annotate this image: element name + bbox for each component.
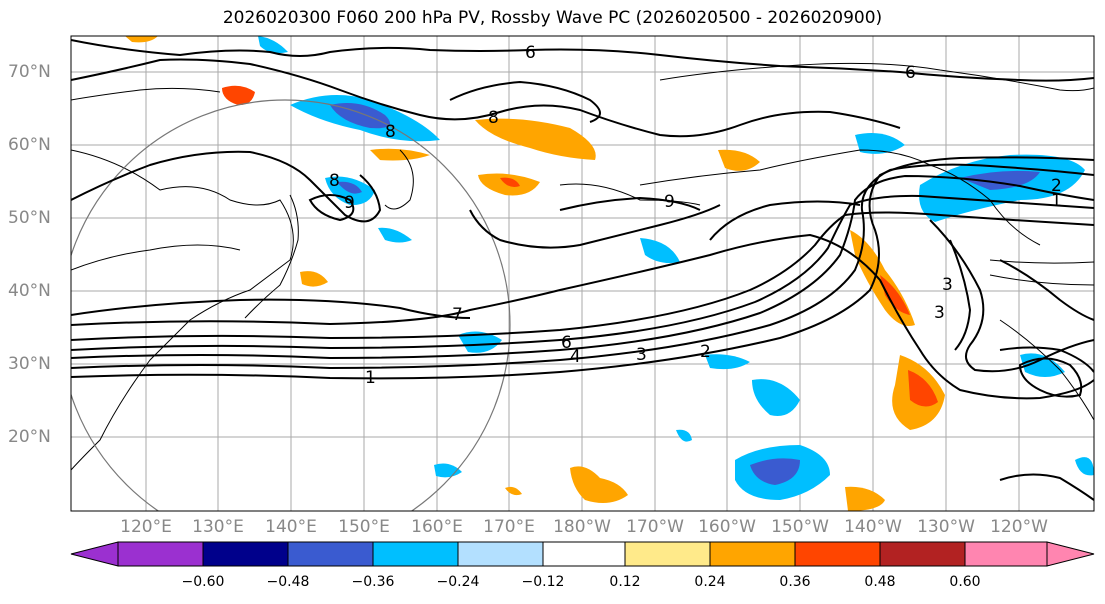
neg-anomaly-patch [330,102,390,129]
colorbar-tick: 0.12 [609,574,641,590]
colorbar-segment [372,541,459,567]
neg-anomaly-patch [640,238,680,264]
pos-anomaly-patch [475,118,596,160]
colorbar-extend-high [1046,541,1095,567]
contour-label: 9 [664,192,675,212]
colorbar-tick: 0.48 [864,574,896,590]
lat-label-20n: 20°N [8,427,51,447]
contour-label-group: 6 6 8 8 8 9 9 7 6 4 3 2 1 2 1 3 3 [329,43,1062,388]
pos-anomaly-patch [125,36,158,43]
lon-label-170e: 170°E [483,517,535,537]
pos-anomaly-patch [370,148,430,161]
coastlines [71,62,1094,471]
lon-label-140e: 140°E [265,517,317,537]
neg-anomaly-patch [458,331,502,353]
neg-anomaly-patch [750,458,800,485]
lon-label-150e: 150°E [338,517,390,537]
colorbar-segment [709,541,796,567]
colorbar-segment [624,541,711,567]
lon-label-140w: 140°W [844,517,902,537]
colorbar-tick: 0.24 [694,574,726,590]
great-circle [71,99,511,511]
contour-label: 3 [942,275,953,295]
colorbar-segment [287,541,374,567]
colorbar-tick: −0.36 [351,574,395,590]
colorbar-segment [794,541,881,567]
lon-label-160w: 160°W [698,517,756,537]
lon-label-150w: 150°W [771,517,829,537]
colorbar-extend-low [70,541,119,567]
contour-label: 7 [452,305,463,325]
map-area: 6 6 8 8 8 9 9 7 6 4 3 2 1 2 1 3 3 [71,36,1094,511]
map-frame [70,35,1095,512]
graticule [71,36,1094,511]
colorbar-tick: 0.36 [779,574,811,590]
colorbar-tick: −0.12 [521,574,565,590]
colorbar-segment [964,541,1048,567]
colorbar-tick: −0.48 [266,574,310,590]
contour-label: 6 [561,333,572,353]
lon-label-120e: 120°E [120,517,172,537]
pos-anomaly-patch [880,275,910,315]
lon-label-130w: 130°W [917,517,975,537]
colorbar-segment [879,541,966,567]
neg-anomaly-patch [337,181,362,194]
pos-anomaly-patch [222,85,255,106]
contour-label: 9 [344,193,355,213]
colorbar-segment [542,541,626,567]
pos-anomaly-patch [718,149,760,171]
neg-anomaly-patch [705,354,750,370]
contour-label: 3 [636,345,647,365]
lon-label-160e: 160°E [411,517,463,537]
lat-label-40n: 40°N [8,281,51,301]
lat-label-50n: 50°N [8,208,51,228]
plot-title: 2026020300 F060 200 hPa PV, Rossby Wave … [222,8,883,28]
pv-anomaly-shading [125,36,1094,511]
pv-contours [71,39,1094,501]
lon-label-170w: 170°W [626,517,684,537]
neg-anomaly-patch [434,463,462,478]
contour-label: 3 [934,303,945,323]
contour-label: 2 [700,342,711,362]
colorbar-tick: 0.60 [949,574,981,590]
neg-anomaly-patch [1020,353,1065,377]
contour-label: 2 [1051,176,1062,196]
neg-anomaly-patch [1075,457,1094,476]
pos-anomaly-patch [505,486,522,496]
neg-anomaly-patch [258,36,288,54]
pos-anomaly-patch [570,466,628,504]
colorbar-tick: −0.60 [181,574,225,590]
contour-label: 6 [525,43,536,63]
pos-anomaly-patch [300,271,328,287]
contour-label: 6 [905,63,916,83]
contour-label: 8 [385,122,396,142]
lat-label-70n: 70°N [8,62,51,82]
pos-anomaly-patch [908,370,938,407]
lat-label-30n: 30°N [8,354,51,374]
neg-anomaly-patch [752,379,800,416]
colorbar-segment [117,541,204,567]
pos-anomaly-patch [500,177,520,187]
lon-label-180w: 180°W [553,517,611,537]
contour-label: 4 [570,347,581,367]
contour-label: 1 [365,368,376,388]
contour-label: 8 [488,108,499,128]
neg-anomaly-patch [378,227,412,243]
colorbar-segment [457,541,544,567]
pos-anomaly-patch [845,486,885,511]
colorbar [70,541,1095,567]
lon-label-130e: 130°E [192,517,244,537]
lon-label-120w: 120°W [990,517,1048,537]
lat-label-60n: 60°N [8,135,51,155]
contour-label: 1 [1051,191,1062,211]
colorbar-tick: −0.24 [436,574,480,590]
neg-anomaly-patch [676,429,692,442]
colorbar-segment [202,541,289,567]
contour-label: 8 [329,171,340,191]
neg-anomaly-patch [855,132,905,154]
